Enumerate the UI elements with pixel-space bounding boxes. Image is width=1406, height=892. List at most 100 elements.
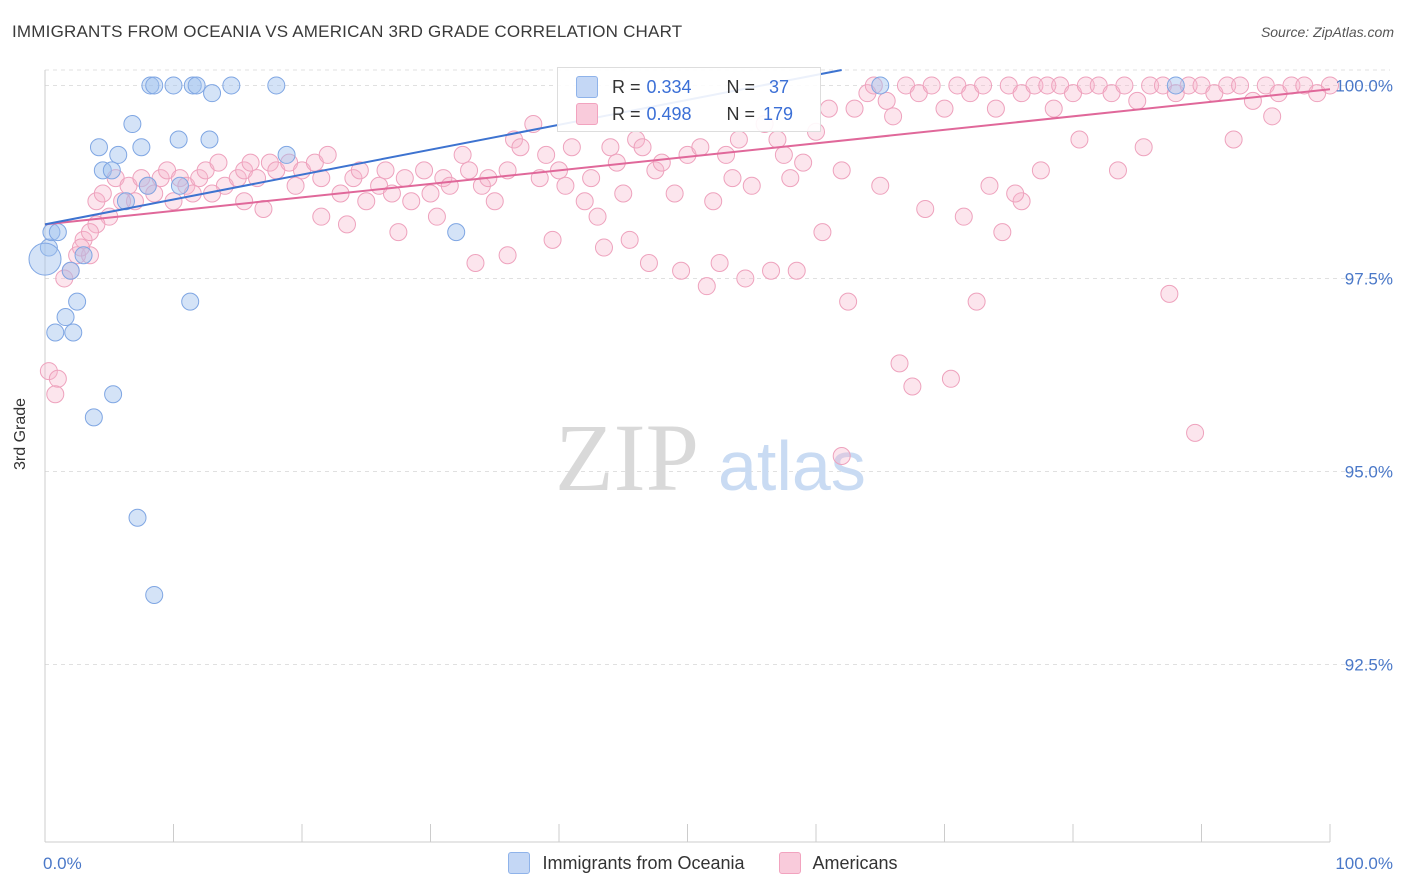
legend-label-oceania: Immigrants from Oceania [542,852,745,873]
oceania-point [74,246,93,265]
americans-point [594,238,613,257]
americans-point [633,138,652,157]
americans-point [723,169,742,188]
americans-point [774,145,793,164]
legend-swatch-oceania [576,76,598,98]
oceania-point [447,223,466,242]
americans-point [466,254,485,272]
americans-point [672,261,691,280]
americans-point [1076,76,1095,95]
americans-point [209,153,228,172]
legend-n-value: 179 [763,103,794,124]
americans-point [80,223,99,242]
americans-point [312,207,331,226]
americans-point [421,184,440,203]
americans-point [710,254,729,272]
oceania-point [138,176,157,195]
americans-point [427,207,446,226]
oceania-point [61,261,80,280]
legend-row-oceania: R = 0.334 N = 37 [576,74,789,100]
oceania-point [132,138,151,157]
americans-point [832,161,851,180]
americans-point [93,184,112,203]
legend-r-value: 0.334 [646,76,692,97]
legend-r-value: 0.498 [646,103,692,124]
americans-point [903,377,922,396]
americans-point [877,91,896,110]
americans-point [472,176,491,195]
oceania-point [871,76,890,95]
oceania-point [1166,76,1185,95]
americans-point [588,207,607,226]
americans-point [1160,284,1179,303]
americans-point [1006,184,1025,203]
americans-point [639,254,658,272]
americans-point [736,269,755,288]
americans-point [607,153,626,172]
watermark-atlas: atlas [718,427,866,505]
chart-title: IMMIGRANTS FROM OCEANIA VS AMERICAN 3RD … [12,22,683,41]
americans-point [582,169,601,188]
americans-point [511,138,530,157]
americans-point [620,230,639,249]
americans-point [697,277,716,296]
americans-point [415,161,434,180]
americans-point [1224,130,1243,149]
oceania-point [123,115,142,134]
oceania-point [267,76,286,95]
americans-point [832,447,851,465]
americans-point [402,192,421,211]
americans-point [80,246,99,265]
americans-point [1134,138,1153,157]
source-credit: Source: ZipAtlas.com [1260,24,1394,40]
americans-point [575,192,594,211]
americans-point [691,138,710,157]
americans-point [704,192,723,211]
americans-point [132,169,151,188]
americans-point [1044,99,1063,118]
legend-swatch-americans [576,103,598,125]
y-tick-label: 92.5% [1345,655,1393,674]
americans-point [350,161,369,180]
oceania-point [128,508,147,527]
americans-point [665,184,684,203]
legend-item-americans: Americans [778,852,898,874]
americans-point [286,176,305,195]
americans-point [543,230,562,249]
stats-legend: R = 0.334 N = 37 R = 0.498 N = 179 [557,67,821,132]
americans-point [1025,76,1044,95]
americans-point [537,145,556,164]
americans-point [941,369,960,388]
x-tick-label: 100.0% [1335,854,1393,873]
oceania-point [277,145,296,164]
americans-point [46,385,65,404]
americans-point [1108,161,1127,180]
americans-point [1243,91,1262,110]
americans-point [235,192,254,211]
americans-point [556,176,575,195]
oceania-point [169,130,188,149]
americans-point [1231,76,1250,95]
americans-point [241,153,260,172]
americans-point [453,145,472,164]
americans-point [819,99,838,118]
americans-point [922,76,941,95]
americans-point [916,199,935,218]
americans-point [954,207,973,226]
americans-point [337,215,356,234]
oceania-point [170,176,189,195]
americans-point [145,184,164,203]
y-tick-label: 100.0% [1335,76,1393,95]
americans-point [742,176,761,195]
americans-point [376,161,395,180]
x-tick-label: 0.0% [43,854,82,873]
legend-n-label: N = [726,76,756,97]
americans-point [1115,76,1134,95]
americans-point [87,192,106,211]
americans-point [312,169,331,188]
oceania-point [28,242,62,276]
americans-point [1179,76,1198,95]
americans-point [871,176,890,195]
legend-swatch-americans [778,852,801,874]
americans-point [813,223,832,242]
